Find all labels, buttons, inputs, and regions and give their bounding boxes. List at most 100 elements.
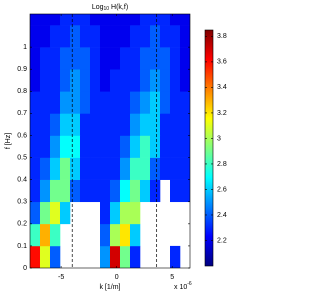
heatmap-cell [40, 245, 51, 268]
heatmap-cell [170, 135, 181, 158]
colorbar-tick-label: 3.2 [217, 110, 227, 117]
heatmap-cell [110, 179, 121, 203]
y-tick-label: 0 [23, 265, 27, 272]
heatmap-cell [60, 157, 71, 180]
heatmap-cell [100, 47, 111, 70]
heatmap-cell [40, 69, 51, 92]
y-tick-label: 0.6 [17, 132, 27, 139]
heatmap-cell [120, 223, 131, 247]
x-tick-label: 5 [170, 274, 174, 281]
heatmap-cell [110, 245, 121, 268]
heatmap-cell [70, 91, 81, 114]
x-tick-label: 0 [115, 274, 119, 281]
heatmap-cell [120, 14, 131, 26]
heatmap-cell [80, 14, 91, 26]
heatmap-cell [180, 25, 190, 48]
heatmap-cell [50, 179, 61, 203]
colorbar-tick-label: 3 [217, 135, 221, 142]
heatmap-cell [120, 157, 131, 180]
heatmap-cell [170, 47, 181, 70]
heatmap-cell [90, 47, 101, 70]
title-part: H(k,f) [109, 4, 128, 11]
heatmap-cell [60, 135, 71, 158]
heatmap-cell [100, 157, 111, 180]
heatmap-cell [110, 201, 121, 225]
heatmap-cell [140, 69, 151, 92]
heatmap-cell [30, 179, 41, 203]
heatmap-cell [70, 14, 81, 26]
heatmap-cell [40, 157, 51, 180]
heatmap-cell [100, 201, 111, 225]
heatmap-cell [170, 69, 181, 92]
colorbar [204, 29, 214, 267]
heatmap-cell [100, 245, 111, 268]
heatmap-cell [80, 47, 91, 70]
y-tick-label: 0.2 [17, 221, 27, 228]
y-tick-label: 1 [23, 44, 27, 51]
heatmap-cell [140, 157, 151, 180]
heatmap-cell [160, 47, 171, 70]
heatmap-cell [180, 179, 190, 203]
heatmap-cell [50, 113, 61, 136]
heatmap-cell [30, 25, 41, 48]
heatmap-cell [130, 69, 141, 92]
y-tick-label: 0.1 [17, 243, 27, 250]
heatmap-cell [150, 91, 161, 114]
heatmap-cell [50, 69, 61, 92]
heatmap-cell [80, 135, 91, 158]
heatmap-cell [100, 223, 111, 247]
heatmap-cell [140, 179, 151, 203]
heatmap-cell [120, 245, 131, 268]
heatmap-cell [180, 157, 190, 180]
heatmap-cell [120, 179, 131, 203]
heatmap-cell [160, 135, 171, 158]
heatmap-cell [50, 223, 61, 247]
heatmap-cell [120, 69, 131, 92]
heatmap-cell [120, 201, 131, 225]
heatmap-cell [60, 25, 71, 48]
heatmap-cell [40, 47, 51, 70]
heatmap-cell [90, 157, 101, 180]
heatmap-cell [100, 179, 111, 203]
chart-title: Log10 H(k,f) [92, 4, 128, 12]
heatmap-cell [180, 47, 190, 70]
heatmap-cell [90, 113, 101, 136]
heatmap-cell [110, 113, 121, 136]
colorbar-tick-label: 3.6 [217, 59, 227, 66]
heatmap-cell [30, 14, 41, 26]
heatmap-cell [100, 135, 111, 158]
heatmap-cell [90, 14, 101, 26]
colorbar-tick-label: 2.6 [217, 186, 227, 193]
heatmap-cell [70, 179, 81, 203]
heatmap-cell [110, 223, 121, 247]
heatmap-cell [130, 201, 141, 225]
heatmap-cell [180, 113, 190, 136]
heatmap-cell [50, 91, 61, 114]
heatmap-cell [60, 14, 71, 26]
heatmap-cell [30, 47, 41, 70]
heatmap-cell [30, 157, 41, 180]
heatmap-cell [150, 113, 161, 136]
heatmap-cell [50, 157, 61, 180]
heatmap-cell [130, 179, 141, 203]
heatmap-cell [30, 201, 41, 225]
heatmap-cell [130, 223, 141, 247]
heatmap-cell [100, 91, 111, 114]
heatmap-cell [120, 91, 131, 114]
heatmap-cell [170, 157, 181, 180]
x-multiplier: x 10-6 [174, 281, 192, 291]
heatmap-cell [130, 25, 141, 48]
heatmap-cell [160, 157, 171, 180]
heatmap-cell [50, 201, 61, 225]
heatmap-cell [170, 25, 181, 48]
heatmap-cell [60, 179, 71, 203]
heatmap-cell [40, 179, 51, 203]
multiplier-exponent: -6 [187, 281, 192, 287]
heatmap-cell [60, 69, 71, 92]
heatmap-cell [120, 25, 131, 48]
heatmap-cell [50, 25, 61, 48]
heatmap-cell [80, 69, 91, 92]
heatmap-cell [140, 47, 151, 70]
x-axis-label: k [1/m] [99, 284, 120, 291]
heatmap-cell [170, 245, 181, 268]
